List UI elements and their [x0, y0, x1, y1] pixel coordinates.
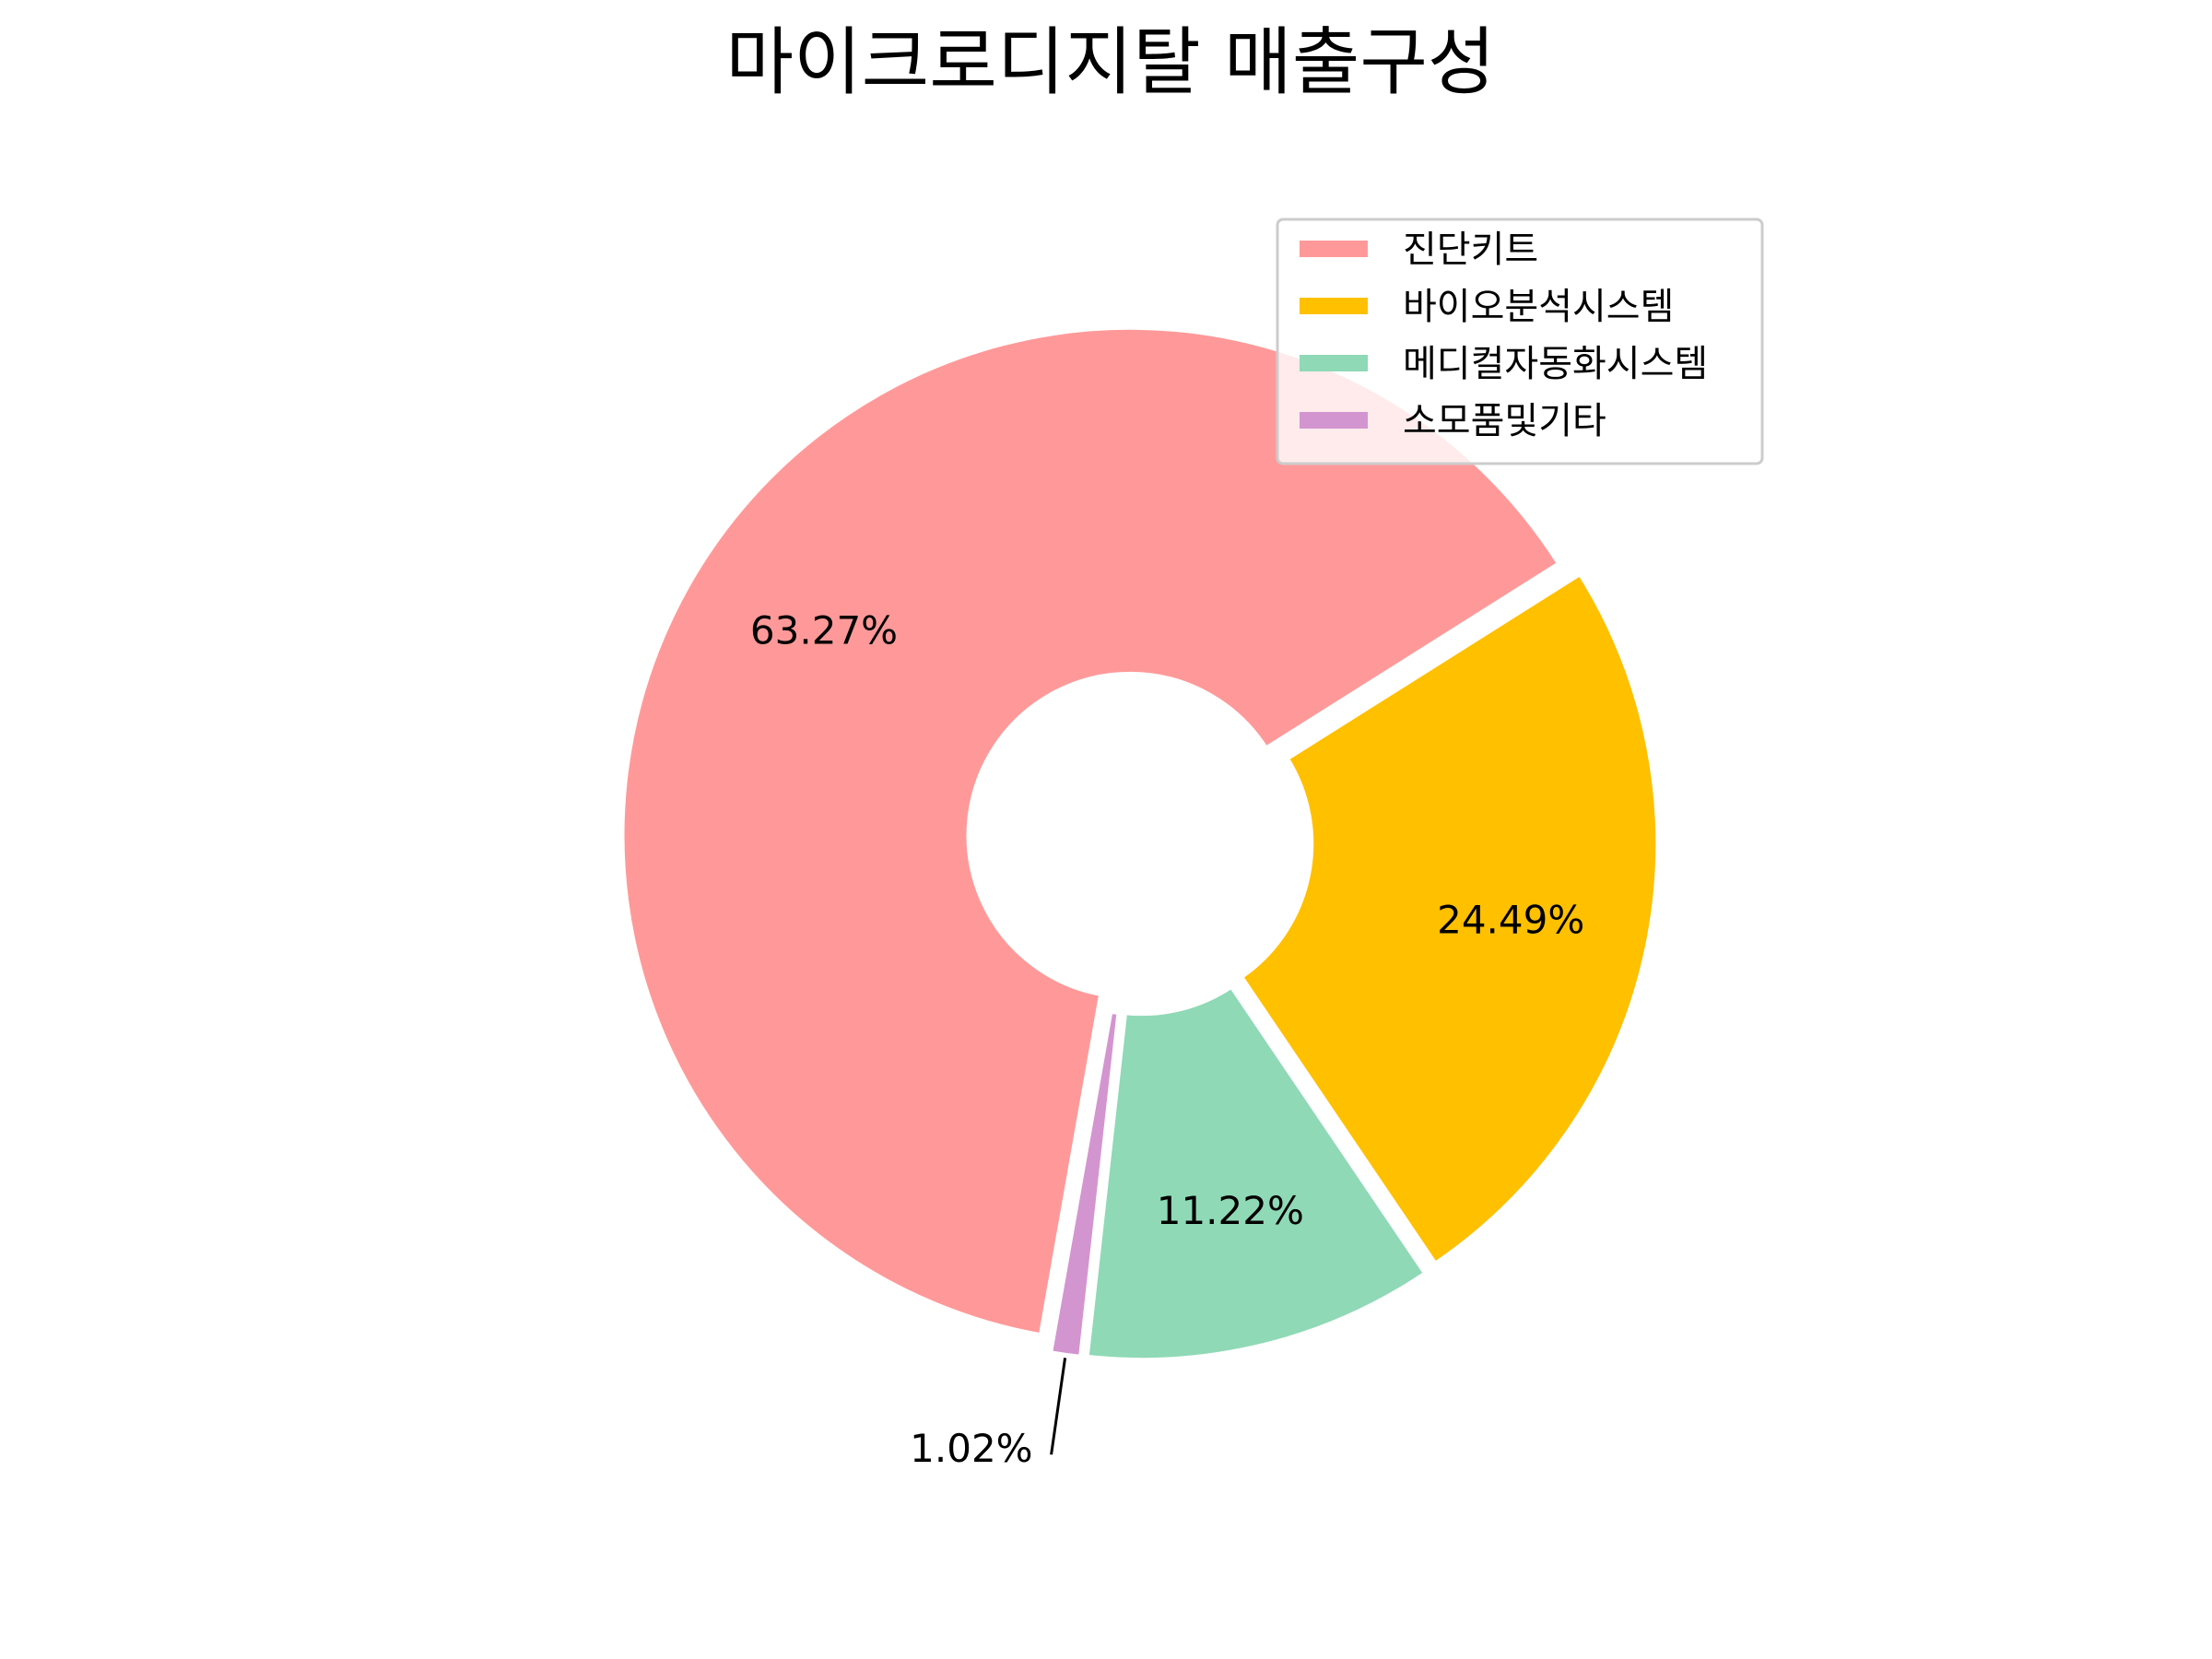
legend-label-0: 진단키트 — [1403, 229, 1538, 271]
legend-swatch-3 — [1300, 412, 1368, 429]
slice-label-1: 24.49% — [1437, 898, 1584, 943]
slice-3 — [1045, 1006, 1124, 1362]
slice-0 — [618, 323, 1565, 1340]
legend-label-3: 소모품및기타 — [1403, 400, 1606, 442]
slice-label-0: 63.27% — [750, 607, 898, 653]
slice-label-3: 1.02% — [910, 1426, 1032, 1471]
leader-line-3 — [1050, 1358, 1067, 1455]
slices-group — [618, 323, 1663, 1365]
slice-1 — [1235, 568, 1663, 1270]
legend-swatch-0 — [1300, 241, 1368, 257]
chart-title: 마이크로디지탈 매출구성 — [725, 19, 1495, 105]
legend-label-2: 메디컬자동화시스템 — [1403, 343, 1708, 385]
slice-label-2: 11.22% — [1157, 1188, 1304, 1233]
legend-swatch-2 — [1300, 355, 1368, 371]
slice-2 — [1082, 980, 1431, 1365]
labels-group: 63.27% 24.49% 11.22% 1.02% — [750, 607, 1584, 1471]
legend-frame — [1276, 218, 1764, 465]
legend-label-1: 바이오분석시스템 — [1403, 286, 1674, 328]
legend-swatch-1 — [1300, 298, 1368, 314]
